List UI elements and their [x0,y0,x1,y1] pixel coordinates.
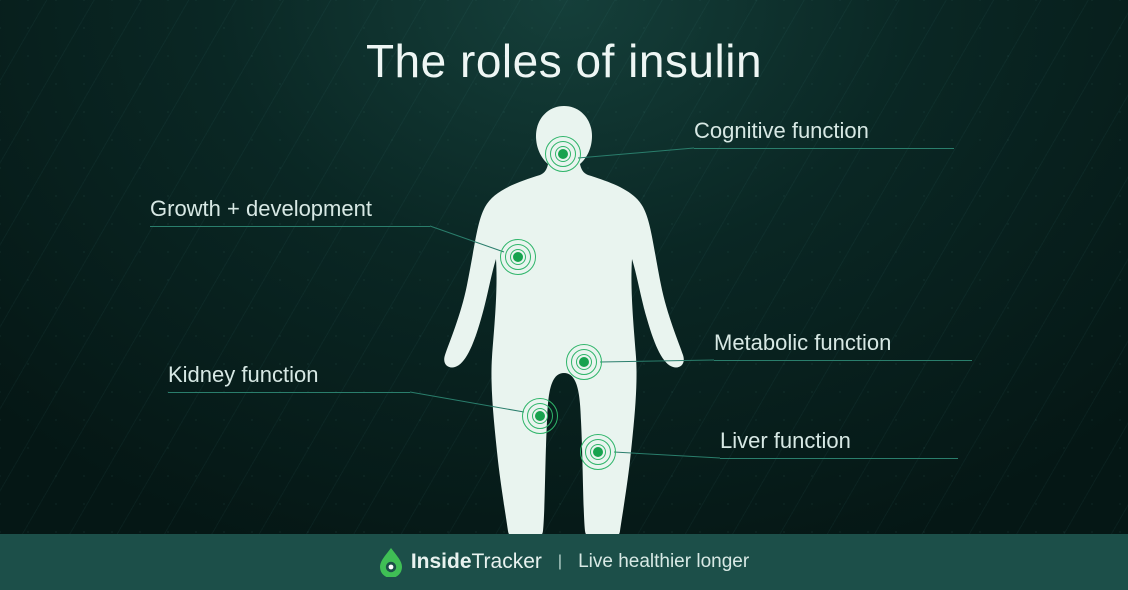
underline-cognitive [694,148,954,149]
marker-cognitive [545,136,581,172]
lead-cognitive [578,148,694,158]
lead-metabolic [600,360,714,362]
lead-growth [430,226,504,252]
underline-metabolic [714,360,972,361]
brand-logo-icon [379,547,403,577]
label-liver: Liver function [720,428,851,454]
lead-liver [614,452,720,458]
footer-tagline: Live healthier longer [578,551,749,573]
leader-lines [0,0,1128,590]
underline-growth [150,226,430,227]
footer-separator: | [558,553,562,571]
footer-bar: InsideTracker | Live healthier longer [0,534,1128,590]
underline-liver [720,458,958,459]
infographic-stage: The roles of insulin InsideTracker | Liv… [0,0,1128,590]
marker-growth [500,239,536,275]
marker-liver [580,434,616,470]
brand-name: InsideTracker [411,550,542,574]
label-metabolic: Metabolic function [714,330,891,356]
label-growth: Growth + development [150,196,372,222]
brand-lockup: InsideTracker [379,547,542,577]
underline-kidney [168,392,410,393]
marker-kidney [522,398,558,434]
label-cognitive: Cognitive function [694,118,869,144]
lead-kidney [410,392,524,412]
marker-metabolic [566,344,602,380]
label-kidney: Kidney function [168,362,318,388]
